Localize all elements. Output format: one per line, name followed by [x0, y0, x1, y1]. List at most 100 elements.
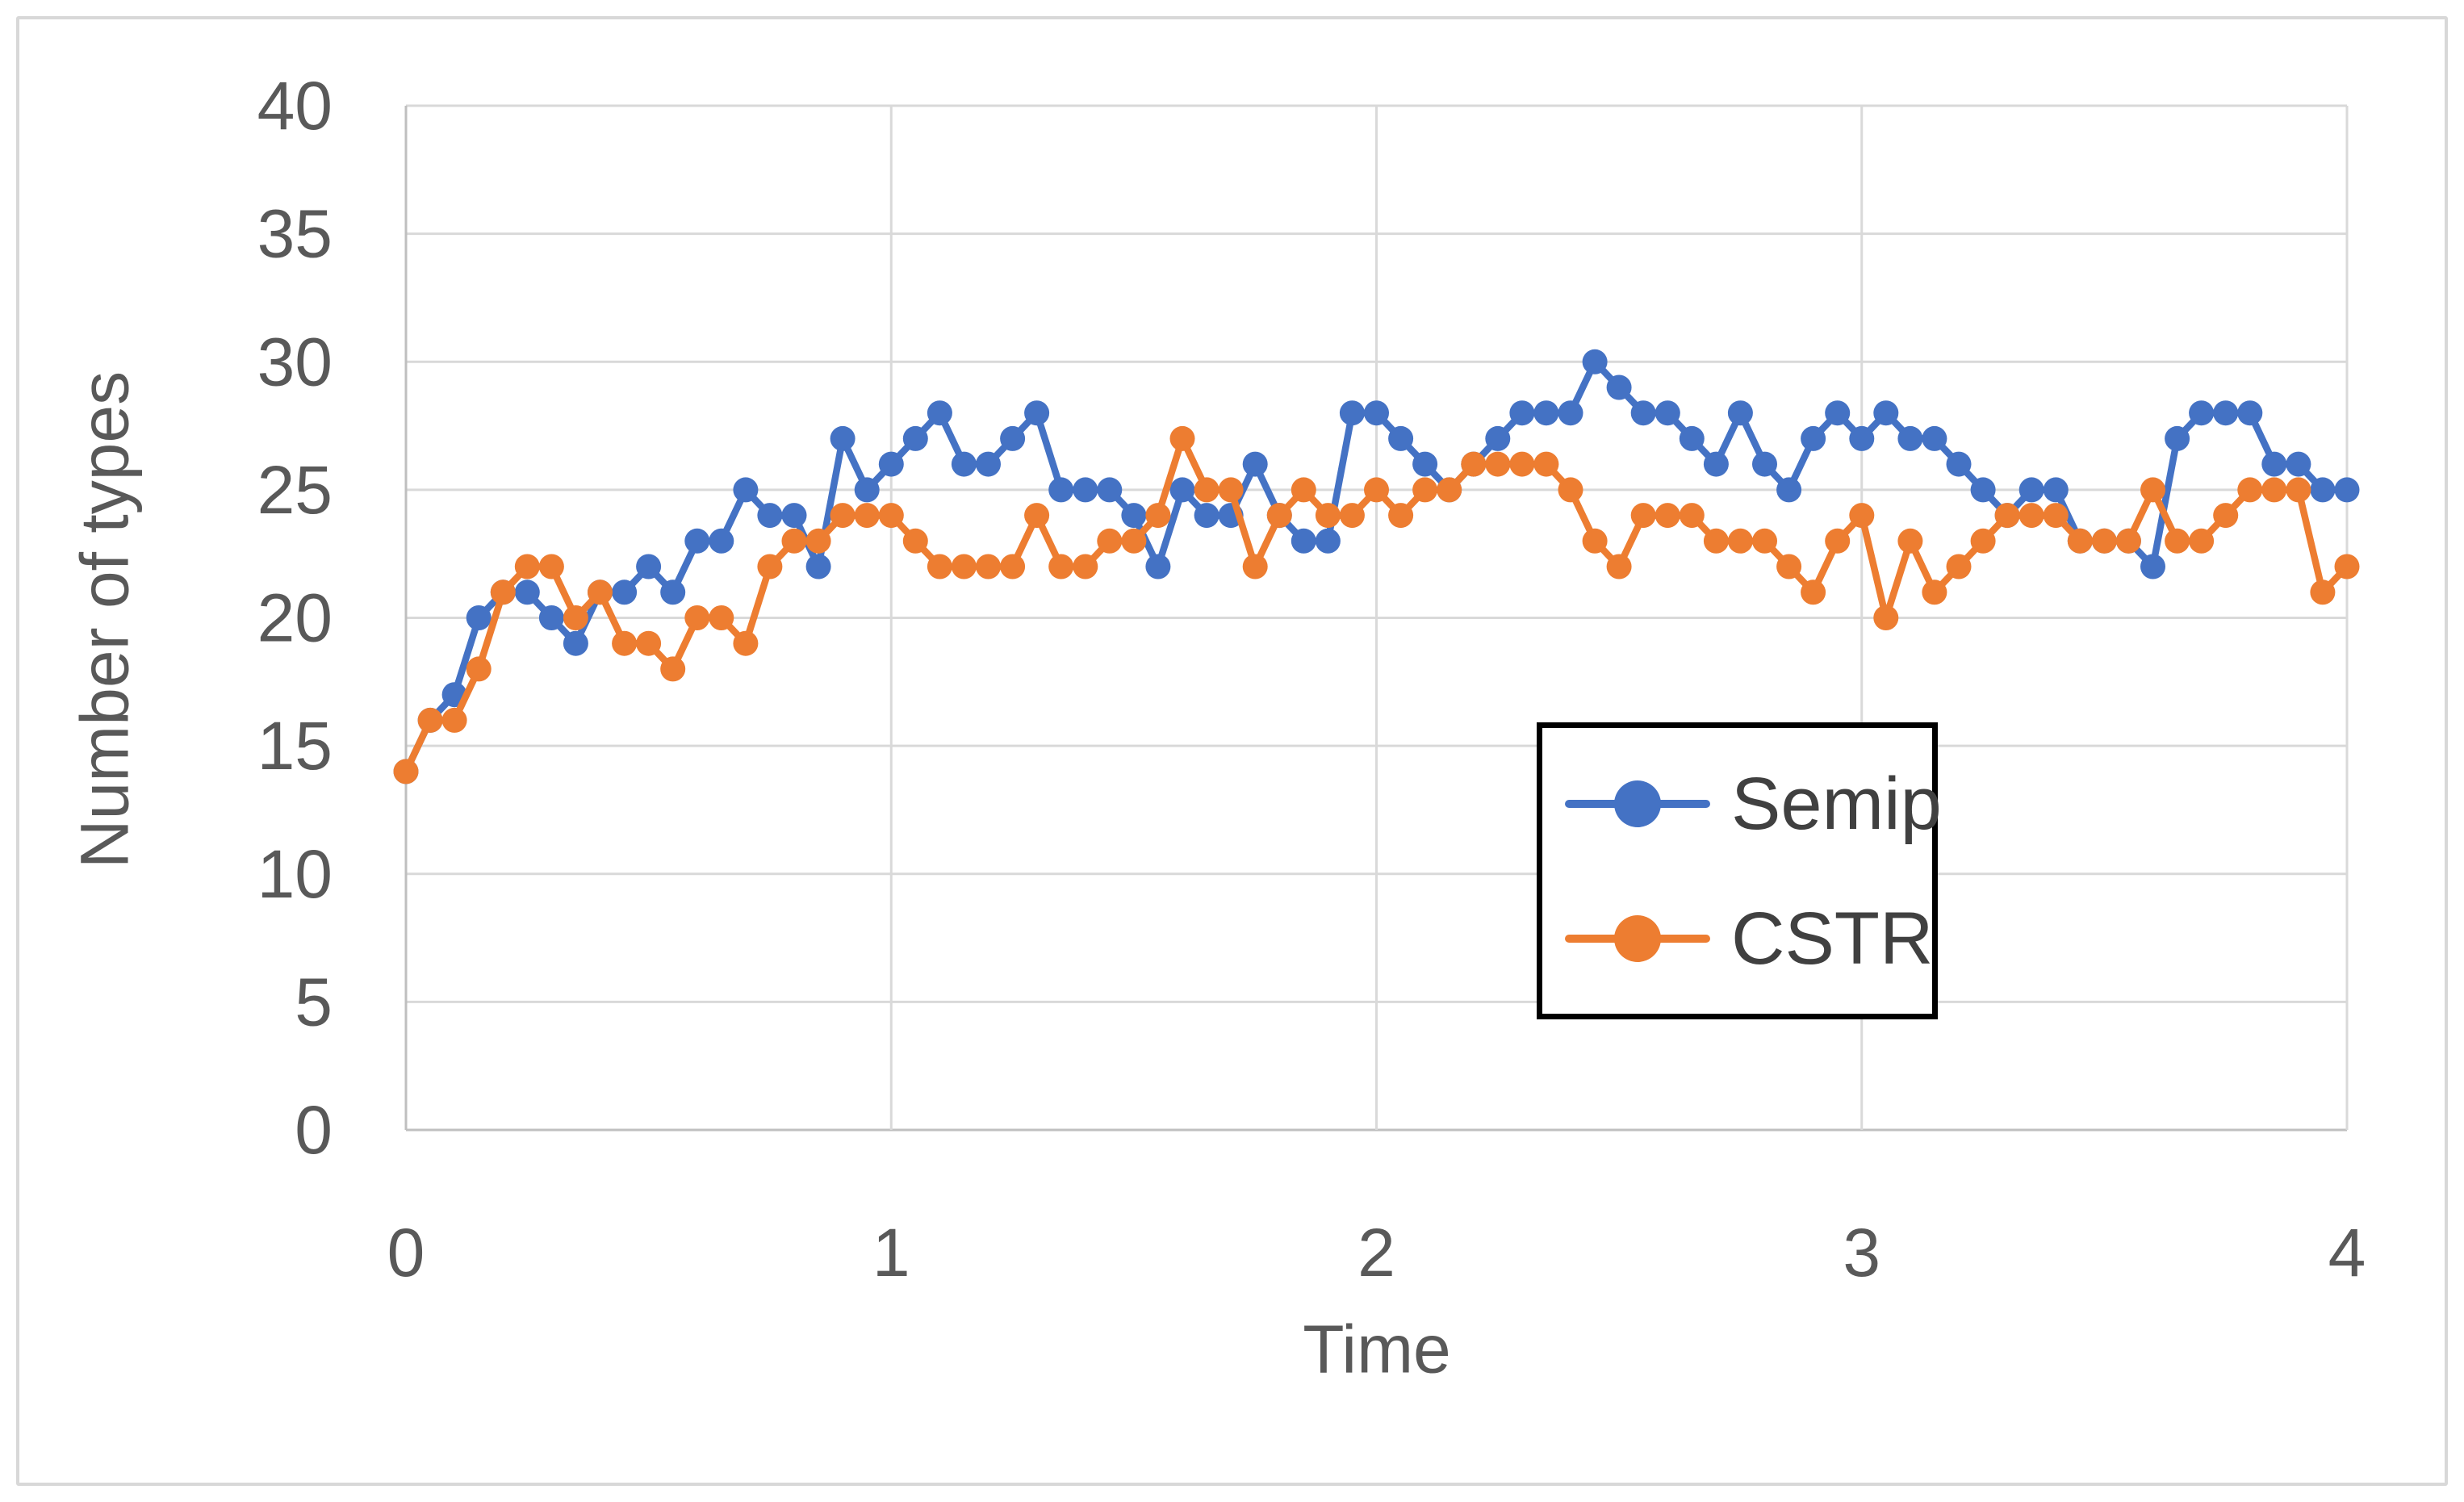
legend-item-cstr: CSTR [1565, 902, 1933, 976]
data-point-cstr [417, 707, 443, 733]
data-point-cstr [1679, 503, 1705, 529]
legend-item-semip: Semip [1565, 767, 1942, 841]
data-point-semip [733, 477, 759, 503]
data-point-semip [1922, 425, 1947, 451]
data-point-cstr [393, 759, 419, 784]
data-point-cstr [660, 656, 686, 682]
x-tick-label: 1 [872, 1215, 910, 1291]
data-point-semip [781, 503, 807, 529]
data-point-cstr [2165, 528, 2190, 554]
data-point-semip [1339, 400, 1365, 426]
data-point-cstr [902, 528, 928, 554]
data-point-semip [2140, 554, 2165, 579]
data-point-semip [1097, 477, 1123, 503]
data-point-cstr [2091, 528, 2117, 554]
data-point-semip [1169, 477, 1195, 503]
data-point-cstr [1606, 554, 1632, 579]
data-point-semip [1485, 425, 1511, 451]
data-point-semip [854, 477, 880, 503]
data-point-semip [2334, 477, 2360, 503]
legend-line-marker-semip [1565, 780, 1710, 827]
data-point-semip [2237, 400, 2263, 426]
data-point-cstr [466, 656, 492, 682]
data-point-cstr [563, 605, 588, 630]
data-point-semip [2310, 477, 2336, 503]
data-point-semip [1606, 374, 1632, 400]
y-tick-label: 25 [257, 452, 333, 528]
data-point-cstr [1825, 528, 1851, 554]
data-point-semip [1752, 451, 1777, 477]
data-point-semip [636, 554, 662, 579]
data-point-semip [1073, 477, 1098, 503]
data-point-semip [1558, 400, 1583, 426]
data-point-semip [902, 425, 928, 451]
data-point-semip [2018, 477, 2044, 503]
data-point-cstr [1097, 528, 1123, 554]
data-point-cstr [1437, 477, 1462, 503]
data-point-semip [1970, 477, 1996, 503]
figure-border [16, 16, 2448, 1486]
data-point-semip [1727, 400, 1753, 426]
data-point-cstr [1048, 554, 1074, 579]
legend-line-marker-cstr [1565, 914, 1710, 962]
data-point-cstr [1946, 554, 1972, 579]
tick-labels: 0 5 10 15 20 25 30 35 40 0 1 2 3 4 [257, 68, 2366, 1291]
data-point-semip [1582, 349, 1608, 374]
data-point-semip [1388, 425, 1414, 451]
data-point-semip [1873, 400, 1899, 426]
data-point-semip [2189, 400, 2215, 426]
data-point-cstr [1630, 503, 1656, 529]
data-point-semip [1024, 400, 1050, 426]
data-point-cstr [1266, 503, 1292, 529]
data-point-semip [684, 528, 710, 554]
data-point-cstr [1194, 477, 1219, 503]
y-tick-label: 35 [257, 196, 333, 272]
data-point-cstr [2286, 477, 2311, 503]
data-point-cstr [1776, 554, 1802, 579]
legend: Semip CSTR [1537, 722, 1942, 1019]
data-point-cstr [588, 579, 613, 605]
data-point-cstr [1461, 451, 1487, 477]
data-point-cstr [1000, 554, 1026, 579]
data-point-semip [1533, 400, 1559, 426]
data-point-cstr [951, 554, 977, 579]
series-semip [393, 349, 2360, 784]
data-point-cstr [1169, 425, 1195, 451]
data-point-cstr [1145, 503, 1171, 529]
x-axis-title: Time [1303, 1311, 1451, 1387]
data-point-cstr [1897, 528, 1923, 554]
data-point-semip [1655, 400, 1680, 426]
data-point-semip [2043, 477, 2069, 503]
data-point-cstr [1242, 554, 1268, 579]
data-point-cstr [2115, 528, 2141, 554]
data-point-cstr [1655, 503, 1680, 529]
data-point-cstr [1315, 503, 1341, 529]
data-point-semip [1801, 425, 1826, 451]
data-point-cstr [830, 503, 855, 529]
data-point-semip [1242, 451, 1268, 477]
data-point-semip [1121, 503, 1147, 529]
data-point-cstr [1218, 477, 1244, 503]
data-point-cstr [781, 528, 807, 554]
x-tick-label: 0 [387, 1215, 425, 1291]
data-point-cstr [2334, 554, 2360, 579]
y-tick-label: 10 [257, 836, 333, 912]
data-point-semip [1897, 425, 1923, 451]
data-point-cstr [1121, 528, 1147, 554]
data-point-cstr [2043, 503, 2069, 529]
data-point-semip [2261, 451, 2287, 477]
x-tick-label: 3 [1843, 1215, 1880, 1291]
data-point-cstr [441, 707, 467, 733]
data-point-cstr [1364, 477, 1389, 503]
data-point-semip [538, 605, 564, 630]
data-point-cstr [1485, 451, 1511, 477]
data-point-semip [563, 630, 588, 656]
data-point-cstr [2237, 477, 2263, 503]
data-point-cstr [612, 630, 638, 656]
data-point-cstr [1801, 579, 1826, 605]
data-point-cstr [1994, 503, 2020, 529]
data-point-cstr [2189, 528, 2215, 554]
data-point-cstr [1703, 528, 1729, 554]
data-point-cstr [1073, 554, 1098, 579]
data-point-cstr [1922, 579, 1947, 605]
